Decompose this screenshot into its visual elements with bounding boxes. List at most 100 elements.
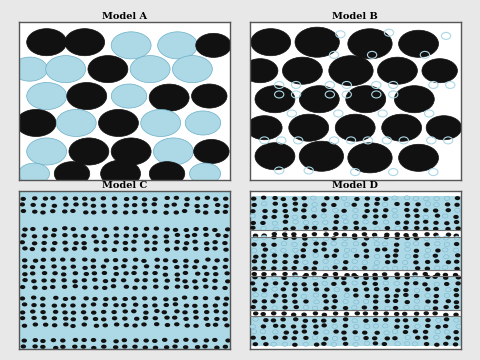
Circle shape [42, 271, 48, 275]
Circle shape [62, 210, 68, 213]
Circle shape [154, 309, 160, 313]
Circle shape [183, 338, 189, 342]
Circle shape [414, 226, 420, 230]
Circle shape [101, 310, 107, 314]
Circle shape [272, 232, 277, 236]
Circle shape [342, 266, 348, 271]
Circle shape [121, 338, 127, 342]
Circle shape [343, 306, 348, 310]
Circle shape [403, 226, 408, 230]
Circle shape [353, 288, 359, 292]
Circle shape [312, 214, 317, 219]
Text: Model D: Model D [332, 181, 378, 190]
Circle shape [334, 248, 339, 253]
Circle shape [152, 271, 158, 275]
Circle shape [443, 265, 448, 269]
Circle shape [212, 240, 218, 244]
Circle shape [385, 254, 390, 258]
Circle shape [313, 331, 318, 335]
Circle shape [82, 197, 87, 201]
Circle shape [112, 197, 117, 201]
Circle shape [313, 287, 319, 292]
Circle shape [174, 240, 180, 244]
Circle shape [331, 319, 337, 323]
Circle shape [43, 323, 48, 327]
Circle shape [291, 324, 296, 329]
Circle shape [50, 257, 56, 262]
Circle shape [50, 285, 56, 289]
Circle shape [435, 213, 440, 218]
Circle shape [383, 220, 389, 224]
Circle shape [142, 203, 147, 207]
Circle shape [52, 271, 58, 275]
Circle shape [71, 227, 76, 231]
Circle shape [363, 311, 368, 315]
Circle shape [92, 297, 98, 301]
Circle shape [212, 266, 218, 270]
Circle shape [432, 275, 438, 279]
Circle shape [63, 203, 69, 207]
Circle shape [152, 197, 157, 201]
Circle shape [152, 247, 157, 251]
Circle shape [433, 203, 439, 207]
Circle shape [405, 275, 410, 279]
Circle shape [453, 215, 459, 219]
Circle shape [312, 226, 317, 230]
Circle shape [324, 254, 329, 258]
Circle shape [124, 197, 129, 201]
Circle shape [22, 265, 27, 269]
Circle shape [422, 282, 428, 286]
Circle shape [184, 241, 189, 245]
Circle shape [213, 323, 218, 327]
Circle shape [354, 336, 360, 340]
Circle shape [351, 203, 357, 207]
Circle shape [413, 318, 419, 322]
Circle shape [225, 271, 230, 275]
Circle shape [271, 342, 276, 346]
Circle shape [193, 227, 199, 231]
Circle shape [144, 227, 149, 231]
Circle shape [42, 234, 48, 238]
Circle shape [113, 303, 119, 307]
Circle shape [143, 209, 148, 213]
Circle shape [33, 338, 38, 342]
Ellipse shape [111, 84, 147, 108]
Circle shape [182, 279, 188, 283]
Circle shape [402, 312, 408, 316]
Circle shape [300, 254, 306, 258]
Circle shape [364, 209, 370, 213]
Circle shape [403, 330, 408, 334]
Circle shape [435, 248, 441, 253]
Text: Model C: Model C [102, 181, 147, 190]
Circle shape [384, 287, 389, 291]
Ellipse shape [255, 143, 295, 170]
Ellipse shape [185, 111, 221, 135]
Circle shape [111, 310, 117, 314]
Circle shape [291, 266, 297, 270]
Circle shape [132, 296, 137, 300]
Circle shape [171, 203, 177, 207]
Ellipse shape [12, 57, 48, 81]
Circle shape [394, 312, 399, 316]
Circle shape [453, 312, 459, 317]
Circle shape [353, 275, 359, 279]
Circle shape [182, 209, 187, 213]
Circle shape [182, 296, 187, 300]
Circle shape [32, 196, 37, 201]
Circle shape [382, 272, 387, 276]
Circle shape [204, 338, 209, 342]
Circle shape [173, 297, 178, 301]
Circle shape [313, 242, 319, 246]
Ellipse shape [130, 55, 170, 83]
Circle shape [272, 209, 278, 213]
Circle shape [282, 260, 288, 264]
Circle shape [352, 260, 358, 264]
Circle shape [270, 299, 276, 303]
Ellipse shape [295, 27, 339, 57]
Circle shape [372, 336, 377, 340]
Circle shape [132, 227, 138, 231]
Circle shape [70, 303, 76, 307]
Circle shape [342, 226, 348, 230]
Circle shape [72, 345, 78, 349]
Circle shape [302, 242, 308, 247]
